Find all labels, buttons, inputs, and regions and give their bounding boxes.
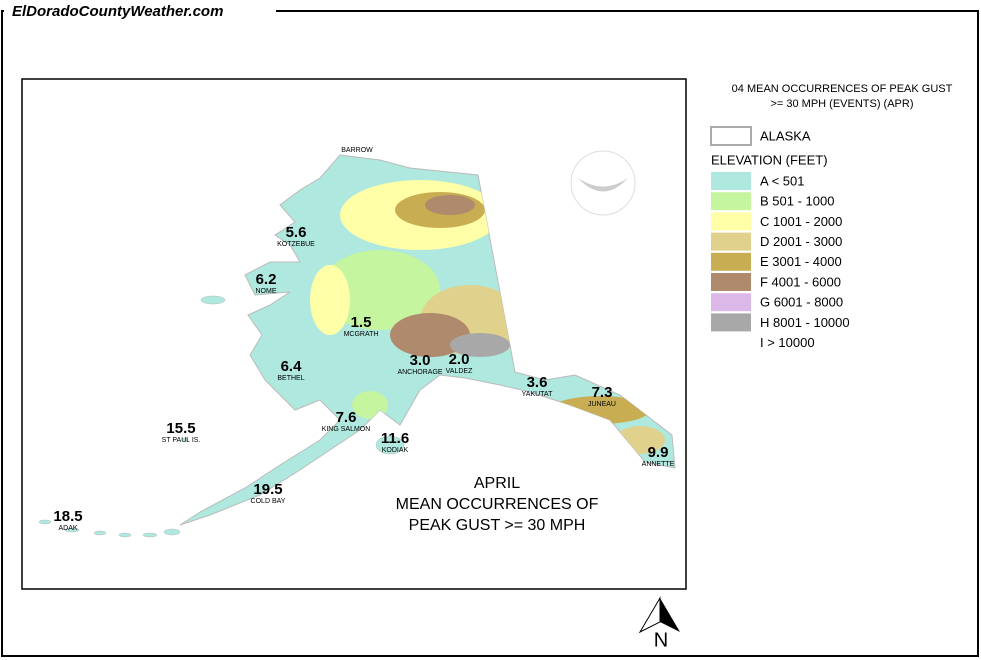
station-value: 18.5 [53,508,82,525]
station-name: KING SALMON [322,426,371,433]
legend-swatch [711,212,751,231]
station-value: 3.6 [527,374,548,391]
station-value: 5.6 [286,224,307,241]
station-name: ADAK [58,525,77,532]
station-value: 2.0 [449,351,470,368]
site-title: ElDoradoCountyWeather.com [12,3,223,20]
title-bg [4,2,276,22]
station-name: YAKUTAT [522,391,553,398]
station-name: JUNEAU [588,401,616,408]
legend: A < 501 B 501 - 1000 C 1001 - 2000 D 2001 -… [711,172,850,350]
map-title: MEAN OCCURRENCES OF [396,496,599,513]
legend-label: G 6001 - 8000 [760,295,843,310]
station-value: 6.4 [281,358,303,375]
north-arrow: N [638,596,680,651]
legend-swatch [711,293,751,312]
station-name: BARROW [341,147,373,154]
station-name: VALDEZ [446,368,473,375]
station-name: KODIAK [382,447,409,454]
legend-label: ALASKA [760,128,811,143]
station-value: 6.2 [256,271,277,288]
station-value: 7.6 [336,409,357,426]
station-value: 3.0 [410,352,431,369]
station-name: NOME [256,288,277,295]
station-name: ST PAUL IS. [162,437,201,444]
legend-label: B 501 - 1000 [760,194,834,209]
legend-title: >= 30 MPH (EVENTS) (APR) [770,98,913,110]
map-title: PEAK GUST >= 30 MPH [409,517,586,534]
noaa-logo [570,150,636,216]
legend-heading: ELEVATION (FEET) [711,152,828,167]
station-value: 15.5 [166,420,195,437]
station-name: COLD BAY [251,498,286,505]
station-value: 11.6 [381,430,409,447]
legend-label: C 1001 - 2000 [760,214,842,229]
boundary-swatch [710,126,752,146]
legend-swatch [711,252,751,271]
legend-label: A < 501 [760,173,804,188]
station-name: ANCHORAGE [397,369,442,376]
station-value: 9.9 [648,444,669,461]
legend-label: E 3001 - 4000 [760,254,842,269]
station-value: 1.5 [351,314,372,331]
legend-swatch [711,273,751,291]
station-name: ANNETTE [642,461,675,468]
legend-title: 04 MEAN OCCURRENCES OF PEAK GUST [732,83,953,95]
map-title: APRIL [474,475,520,492]
station-name: BETHEL [277,375,304,382]
station-name: KOTZEBUE [277,241,315,248]
legend-swatch [711,232,751,251]
legend-swatch [711,192,751,211]
legend-swatch [711,313,751,332]
legend-label: D 2001 - 3000 [760,234,842,249]
station-name: MCGRATH [344,331,379,338]
station-value: 7.3 [592,384,613,401]
legend-swatch [711,172,751,190]
legend-label: F 4001 - 6000 [760,274,841,289]
frame [1,10,979,657]
station-value: 19.5 [253,481,282,498]
legend-label: H 8001 - 10000 [760,315,850,330]
alaska-map [38,154,676,538]
north-label: N [654,629,668,651]
legend-label: I > 10000 [760,335,815,350]
